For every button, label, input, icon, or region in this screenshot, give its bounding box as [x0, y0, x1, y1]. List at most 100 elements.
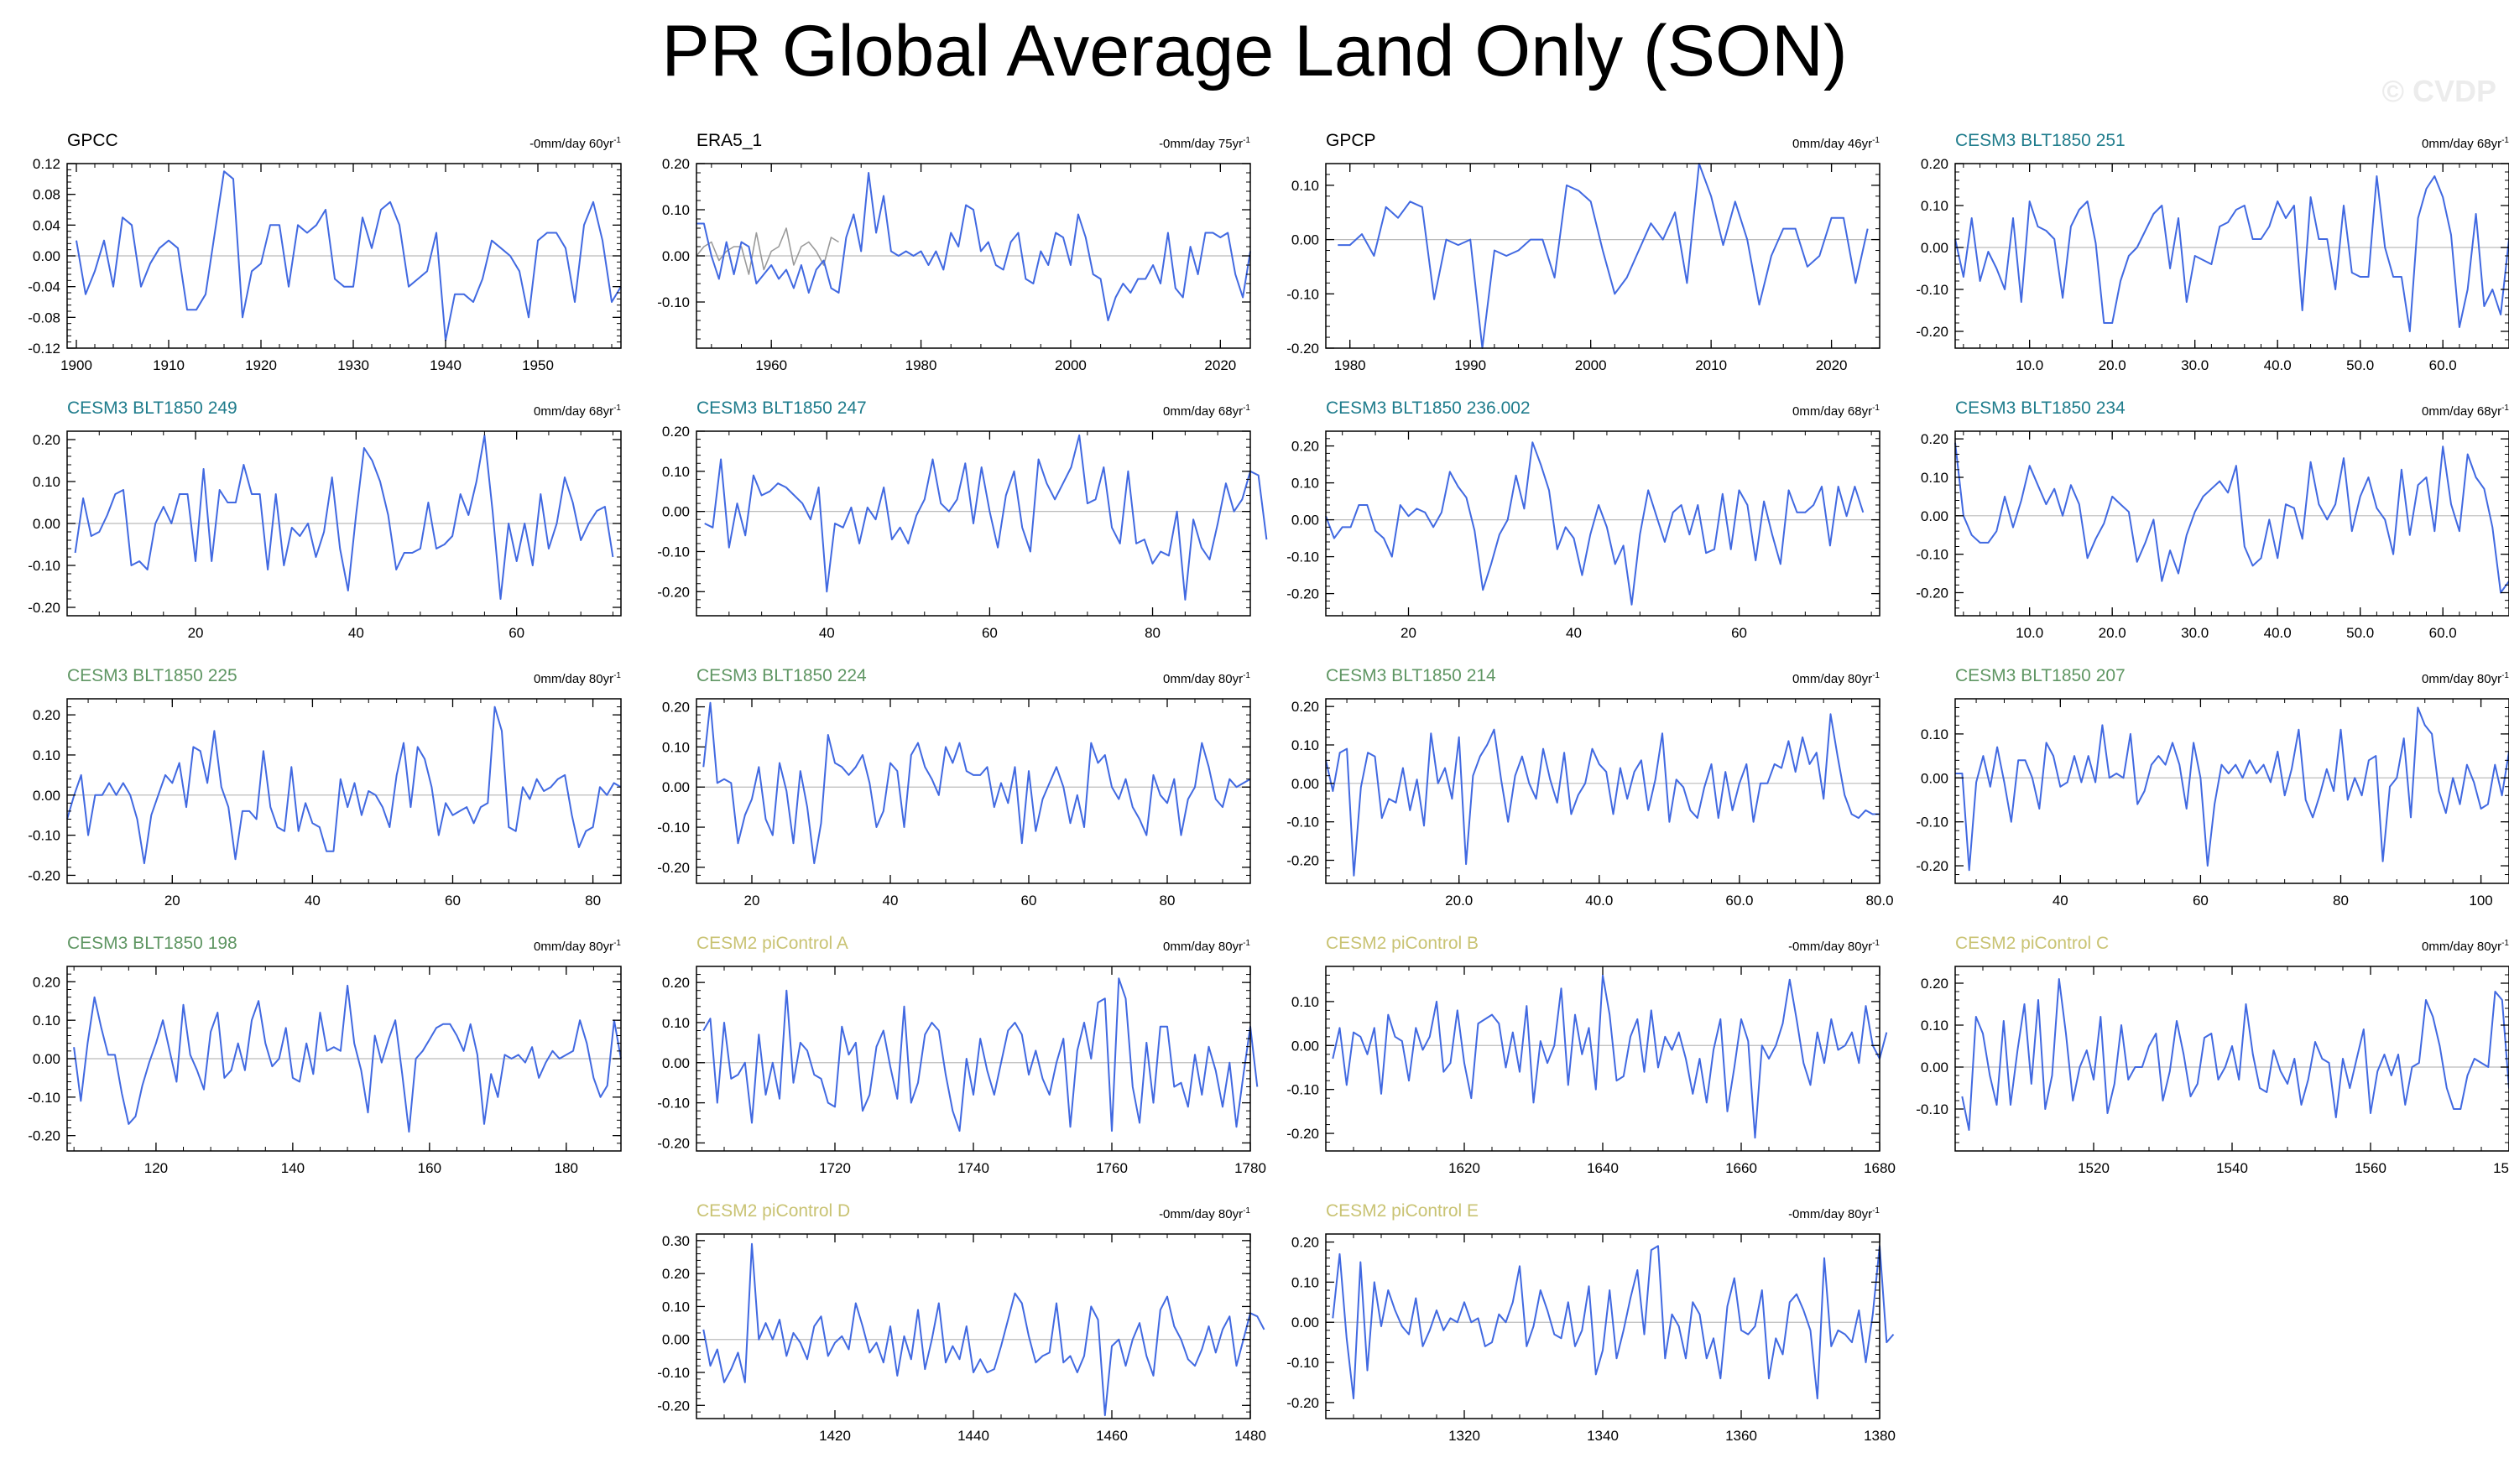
x-tick-label: 40: [305, 893, 321, 909]
chart-panel-cesm3-225: -0.20 -0.10 0.00 0.10 0.20 20 40 60 80 CESM3 BLT…: [8, 665, 638, 929]
y-tick-label: -0.20: [1286, 1395, 1319, 1411]
x-tick-label: 120: [144, 1160, 168, 1176]
trend-exponent: -1: [1243, 1206, 1250, 1216]
y-tick-label: 0.20: [662, 975, 690, 991]
trend-text: 0mm/day 80yr: [2422, 940, 2502, 954]
x-tick-label: 1620: [1448, 1160, 1480, 1176]
panel-title: ERA5_1: [696, 131, 763, 150]
trend-label: 0mm/day 80yr-1: [534, 667, 621, 687]
y-tick-label: -0.10: [657, 544, 690, 560]
y-tick-label: -0.10: [28, 558, 60, 574]
x-tick-label: 60.0: [1725, 893, 1753, 909]
trend-text: 0mm/day 80yr: [534, 940, 614, 954]
y-tick-label: -0.20: [1916, 586, 1948, 601]
plot-frame: [1325, 1233, 1880, 1419]
x-tick-label: 10.0: [2016, 357, 2043, 373]
trend-text: -0mm/day 80yr: [1788, 1207, 1873, 1221]
watermark: © CVDP: [2381, 74, 2496, 108]
x-tick-label: 1680: [1864, 1160, 1896, 1176]
chart-panel-cesm3-198: -0.20 -0.10 0.00 0.10 0.20 120 140 160 180 CESM3…: [8, 933, 638, 1197]
trend-text: 0mm/day 68yr: [534, 404, 614, 419]
x-tick-label: 20: [164, 893, 180, 909]
y-tick-label: 0.10: [33, 1013, 60, 1028]
trend-exponent: -1: [1243, 136, 1250, 145]
chart-svg: -0.20 -0.10 0.00 0.10 0.20 40 60 80: [657, 424, 1268, 641]
trend-label: 0mm/day 80yr-1: [2422, 935, 2509, 955]
y-tick-label: -0.10: [1286, 1082, 1319, 1098]
plot-frame: [1325, 966, 1880, 1152]
trend-exponent: -1: [613, 136, 621, 145]
y-tick-label: 0.10: [33, 747, 60, 763]
series-line: [73, 984, 622, 1133]
x-tick-label: 1560: [2355, 1160, 2386, 1176]
series-line: [1954, 442, 2509, 594]
y-tick-label: 0.00: [662, 1055, 690, 1071]
trend-exponent: -1: [613, 404, 621, 413]
x-tick-label: 60: [1021, 893, 1037, 909]
y-tick-label: 0.00: [33, 516, 60, 532]
x-tick-label: 40: [1566, 625, 1582, 641]
chart-panel-cesm2-b: -0.20 -0.10 0.00 0.10 1620 1640 1660 1680 CESM2…: [1267, 933, 1896, 1197]
panel-title: CESM2 piControl E: [1326, 1201, 1479, 1221]
y-tick-label: -0.20: [657, 1398, 690, 1414]
trend-text: -0mm/day 60yr: [529, 137, 614, 151]
x-tick-label: 20: [744, 893, 760, 909]
y-tick-label: 0.00: [1291, 1315, 1319, 1330]
x-tick-label: 2000: [1055, 357, 1087, 373]
series-line: [1961, 978, 2509, 1131]
plot-frame: [1954, 698, 2509, 884]
x-tick-label: 40.0: [1585, 893, 1613, 909]
trend-label: 0mm/day 80yr-1: [2422, 667, 2509, 687]
secondary-series-line: [696, 227, 839, 275]
chart-svg: -0.20 -0.10 0.00 0.10 40 60 80 100: [1916, 698, 2509, 909]
trend-exponent: -1: [1243, 671, 1250, 680]
trend-label: 0mm/day 80yr-1: [1163, 667, 1250, 687]
trend-exponent: -1: [2501, 404, 2509, 413]
trend-text: 0mm/day 68yr: [2422, 137, 2502, 151]
y-tick-label: 0.00: [33, 788, 60, 804]
x-tick-label: 1760: [1096, 1160, 1128, 1176]
y-tick-label: -0.10: [657, 1365, 690, 1381]
chart-svg: -0.20 -0.10 0.00 0.10 0.20 10.0 20.0 30.0 40.0 50…: [1916, 430, 2509, 641]
y-tick-label: -0.20: [1286, 853, 1319, 869]
chart-svg: -0.10 0.00 0.10 0.20 1520 1540 1560 1580: [1916, 966, 2509, 1176]
x-tick-label: 1910: [153, 357, 185, 373]
x-tick-label: 60: [509, 625, 524, 641]
x-tick-label: 30.0: [2181, 625, 2209, 641]
y-tick-label: 0.10: [33, 474, 60, 490]
plot-frame: [66, 698, 622, 884]
x-tick-label: 1420: [819, 1428, 851, 1444]
chart-panel-cesm2-e: -0.20 -0.10 0.00 0.10 0.20 1320 1340 1360 1380 C…: [1267, 1200, 1896, 1465]
series-line: [1332, 1245, 1895, 1400]
chart-panel-cesm3-214: -0.20 -0.10 0.00 0.10 0.20 20.0 40.0 60.0 80.0 C…: [1267, 665, 1896, 929]
chart-svg: -0.20 -0.10 0.00 0.10 0.20 1720 1740 1760 1780: [657, 966, 1266, 1176]
y-tick-label: 0.10: [1291, 737, 1319, 753]
x-tick-label: 40.0: [2264, 357, 2292, 373]
y-tick-label: 0.00: [1921, 770, 1948, 786]
trend-label: -0mm/day 80yr-1: [1159, 1202, 1250, 1222]
panel-title: CESM3 BLT1850 214: [1326, 666, 1496, 685]
y-tick-label: -0.10: [1286, 1355, 1319, 1371]
y-tick-label: -0.10: [1916, 547, 1948, 563]
y-tick-label: 0.20: [33, 432, 60, 448]
series-line: [76, 170, 622, 341]
panel-title: GPCC: [67, 131, 118, 150]
y-tick-label: 0.10: [1921, 198, 1948, 214]
x-tick-label: 80: [1145, 625, 1161, 641]
y-tick-label: 0.20: [662, 424, 690, 440]
plot-frame: [1325, 430, 1880, 617]
x-tick-label: 1540: [2216, 1160, 2248, 1176]
x-tick-label: 140: [281, 1160, 305, 1176]
trend-exponent: -1: [2501, 671, 2509, 680]
trend-text: -0mm/day 80yr: [1159, 1207, 1244, 1221]
trend-label: -0mm/day 60yr-1: [529, 132, 621, 152]
chart-panel-cesm3-236: -0.20 -0.10 0.00 0.10 0.20 20 40 60 CESM3 BLT18…: [1267, 398, 1896, 662]
trend-text: 0mm/day 68yr: [1792, 404, 1873, 419]
panel-title: CESM3 BLT1850 234: [1955, 398, 2126, 418]
x-tick-label: 1340: [1587, 1428, 1619, 1444]
x-tick-label: 40: [819, 625, 835, 641]
x-tick-label: 180: [555, 1160, 578, 1176]
trend-text: 0mm/day 80yr: [534, 672, 614, 686]
x-tick-label: 1990: [1454, 357, 1486, 373]
